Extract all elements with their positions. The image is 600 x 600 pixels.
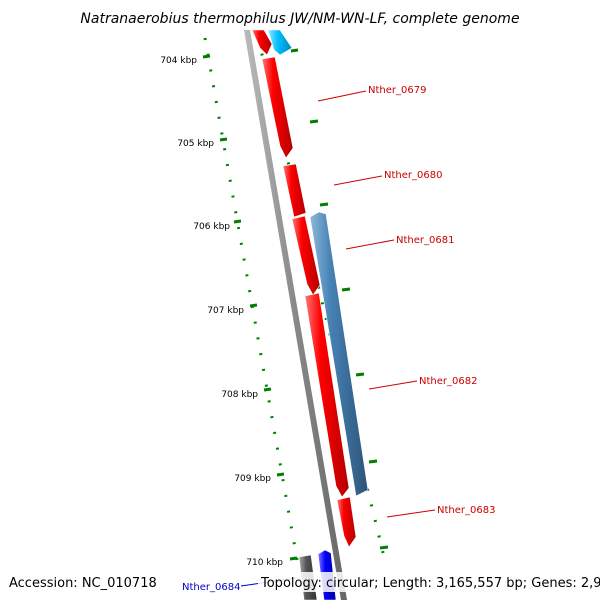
scale-label: 704 kbp (160, 56, 197, 66)
gene-feature (267, 29, 293, 56)
topology-backdrop (258, 572, 594, 592)
gene-label: Nther_0679 (368, 85, 426, 96)
scale-major-ticks (202, 48, 389, 561)
gene-feature (336, 496, 357, 548)
gene-label: Nther_0681 (396, 235, 454, 246)
label-leaders (317, 90, 436, 518)
scale-label: 710 kbp (246, 558, 283, 568)
scale-label: 707 kbp (207, 306, 244, 316)
gene-feature (309, 211, 369, 497)
gene-label: Nther_0684 (182, 582, 240, 593)
gene-feature (304, 292, 350, 498)
topology-text: Topology: circular; Length: 3,165,557 bp… (260, 576, 600, 591)
scale-label: 708 kbp (221, 390, 258, 400)
gene-label: Nther_0683 (437, 505, 495, 516)
scale-labels: 704 kbp 705 kbp 706 kbp 707 kbp 708 kbp … (160, 56, 283, 568)
gene-label: Nther_0682 (419, 376, 477, 387)
gene-feature (251, 29, 273, 56)
genome-backbone (244, 30, 347, 600)
gene-feature (291, 215, 321, 296)
gene-feature (282, 163, 307, 218)
gene-label: Nther_0680 (384, 170, 442, 181)
gene-features (251, 29, 369, 600)
scale-label: 706 kbp (193, 222, 230, 232)
gene-labels: Nther_0679 Nther_0680 Nther_0681 Nther_0… (182, 85, 495, 593)
scale-label: 709 kbp (234, 474, 271, 484)
accession-text: Accession: NC_010718 (9, 576, 157, 591)
scale-label: 705 kbp (177, 139, 214, 149)
gene-feature (261, 56, 294, 159)
map-title: Natranaerobius thermophilus JW/NM-WN-LF,… (80, 11, 519, 27)
